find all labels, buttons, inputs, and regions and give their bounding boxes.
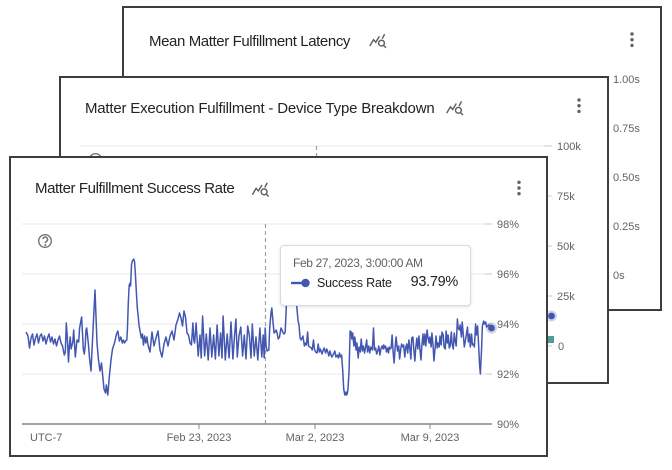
svg-text:98%: 98% [497, 219, 519, 231]
svg-text:Mar 2, 2023: Mar 2, 2023 [286, 432, 345, 444]
svg-text:92%: 92% [497, 369, 519, 381]
svg-text:100k: 100k [557, 141, 581, 153]
svg-text:75k: 75k [557, 191, 575, 203]
svg-text:50k: 50k [557, 241, 575, 253]
svg-text:0.25s: 0.25s [613, 221, 640, 233]
svg-text:Feb 23, 2023: Feb 23, 2023 [167, 432, 232, 444]
svg-text:0: 0 [558, 341, 564, 353]
svg-text:Mar 9, 2023: Mar 9, 2023 [401, 432, 460, 444]
svg-text:94%: 94% [497, 319, 519, 331]
svg-text:0.50s: 0.50s [613, 172, 640, 184]
svg-text:25k: 25k [557, 291, 575, 303]
svg-text:0s: 0s [613, 270, 625, 282]
svg-text:96%: 96% [497, 269, 519, 281]
svg-text:90%: 90% [497, 419, 519, 431]
svg-text:0.75s: 0.75s [613, 123, 640, 135]
svg-text:UTC-7: UTC-7 [30, 432, 62, 444]
svg-text:1.00s: 1.00s [613, 74, 640, 86]
